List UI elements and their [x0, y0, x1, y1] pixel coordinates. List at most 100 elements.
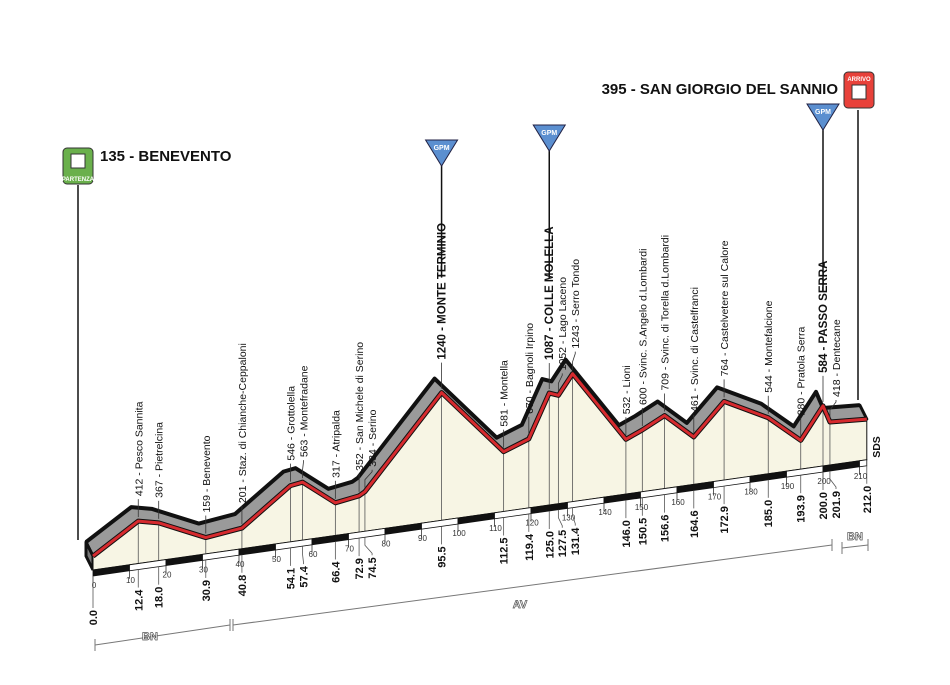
- x-tick-label: 50: [272, 555, 281, 564]
- km-label: 164.6: [689, 510, 701, 538]
- x-tick-label: 200: [817, 477, 831, 486]
- km-label: 201.9: [831, 491, 843, 519]
- waypoint-leader: [364, 469, 373, 488]
- province-bracket: [232, 544, 833, 626]
- finish-badge: ARRIVO: [847, 77, 871, 83]
- x-tick-label: 140: [598, 508, 612, 517]
- waypoint-label: 600 - Svinc. S.Angelo d.Lombardi: [637, 249, 649, 405]
- gpm-label: GPM: [541, 130, 557, 137]
- x-tick-label: 190: [781, 482, 795, 491]
- km-label: 119.4: [524, 533, 536, 561]
- waypoint-label: 367 - Pietrelcina: [154, 422, 166, 498]
- km-label: 57.4: [298, 565, 310, 587]
- province-label: BN: [847, 531, 863, 543]
- end-road-label: SDS: [871, 436, 883, 458]
- waypoint-label: 352 - San Michele di Serino: [354, 342, 366, 471]
- km-label: 74.5: [367, 557, 379, 578]
- x-tick-label: 0: [92, 581, 97, 590]
- km-label: 212.0: [862, 486, 874, 514]
- profile-ridge: [84, 357, 860, 544]
- gpm-icon: [806, 103, 840, 131]
- km-label: 72.9: [354, 558, 366, 579]
- x-tick-label: 180: [744, 487, 758, 496]
- waypoint-label: 418 - Dentecane: [831, 319, 843, 397]
- province-label: BN: [142, 631, 158, 643]
- waypoint-label: 544 - Montefalcione: [763, 300, 775, 392]
- waypoint-label: 280 - Pratola Serra: [796, 326, 808, 415]
- km-label: 193.9: [796, 495, 808, 523]
- waypoint-label: 546 - Grottolella: [285, 386, 297, 461]
- km-leader: [302, 546, 304, 565]
- km-label: 54.1: [285, 568, 297, 589]
- x-tick-label: 70: [345, 545, 354, 554]
- province-bracket: [94, 624, 231, 646]
- km-leader: [572, 507, 576, 526]
- waypoint-label: 384 - Serino: [367, 409, 379, 466]
- waypoint-label: 159 - Benevento: [201, 435, 213, 512]
- km-label: 172.9: [719, 506, 731, 534]
- km-label: 131.4: [570, 527, 582, 555]
- km-label: 95.5: [437, 546, 449, 567]
- x-tick-label: 30: [199, 565, 208, 574]
- km-label: 12.4: [133, 589, 145, 611]
- start-badge: PARTENZA: [62, 177, 95, 183]
- start-city: 135 - BENEVENTO: [100, 148, 232, 165]
- x-tick-label: 80: [382, 539, 391, 548]
- gpm-icon: [424, 139, 459, 167]
- finish-city: 395 - SAN GIORGIO DEL SANNIO: [602, 81, 839, 98]
- x-tick-label: 110: [489, 524, 502, 533]
- finish-camera-icon: [851, 84, 867, 100]
- km-label: 185.0: [763, 500, 775, 528]
- waypoint-label: 1243 - Serro Tondo: [570, 259, 582, 349]
- waypoint-label: 581 - Montella: [499, 360, 511, 427]
- x-tick-label: 20: [163, 571, 172, 580]
- gpm-label: GPM: [434, 145, 450, 152]
- waypoint-label: 709 - Svinc. di Torella d.Lombardi: [660, 235, 672, 391]
- x-tick-label: 60: [309, 550, 318, 559]
- waypoint-label: 1052 - Lago Laceno: [557, 277, 569, 371]
- km-leader: [364, 537, 373, 556]
- km-label: 146.0: [621, 520, 633, 548]
- gpm-label: GPM: [815, 109, 831, 116]
- km-label: 40.8: [237, 575, 249, 596]
- x-tick-label: 160: [671, 498, 685, 507]
- waypoint-label: 461 - Svinc. di Castelfranci: [689, 287, 701, 412]
- km-leader: [829, 471, 837, 490]
- x-tick-label: 130: [562, 513, 576, 522]
- km-label: 112.5: [499, 538, 511, 565]
- profile-line: [92, 372, 867, 558]
- x-tick-label: 120: [525, 519, 539, 528]
- km-label: 125.0: [544, 531, 556, 559]
- x-tick-label: 170: [708, 493, 722, 502]
- gpm-icon: [532, 124, 567, 152]
- checkered-flag-icon: [70, 153, 86, 169]
- waypoint-leader: [829, 399, 837, 418]
- x-tick-label: 10: [126, 576, 135, 585]
- waypoint-label: 764 - Castelvetere sul Calore: [719, 240, 731, 376]
- province-label: AV: [513, 599, 528, 611]
- km-label: 150.5: [637, 518, 649, 546]
- x-tick-label: 100: [452, 529, 466, 538]
- km-label: 156.6: [660, 515, 672, 543]
- province-bracket: [841, 544, 869, 549]
- waypoint-label: 532 - Lioni: [621, 365, 633, 414]
- km-label: 66.4: [330, 561, 342, 583]
- waypoint-label: 201 - Staz. di Chianche-Ceppaloni: [237, 343, 249, 503]
- waypoint-label: 563 - Montefradane: [298, 365, 310, 457]
- waypoint-label: 412 - Pesco Sannita: [133, 401, 145, 496]
- waypoint-label: 670 - Bagnoli Irpino: [524, 323, 536, 414]
- km-label: 18.0: [154, 587, 166, 608]
- waypoint-leader: [557, 373, 563, 392]
- x-tick-label: 40: [236, 560, 245, 569]
- km-label: 30.9: [201, 580, 213, 601]
- waypoint-leader: [572, 351, 576, 370]
- waypoint-label: 1240 - MONTE TERMINIO: [437, 223, 449, 360]
- waypoint-label: 317 - Atripalda: [330, 410, 342, 478]
- waypoint-label: 1087 - COLLE MOLELLA: [544, 226, 556, 360]
- x-tick-label: 210: [854, 472, 868, 481]
- x-tick-label: 150: [635, 503, 649, 512]
- km-leader: [557, 509, 563, 528]
- km-label: 0.0: [88, 610, 100, 625]
